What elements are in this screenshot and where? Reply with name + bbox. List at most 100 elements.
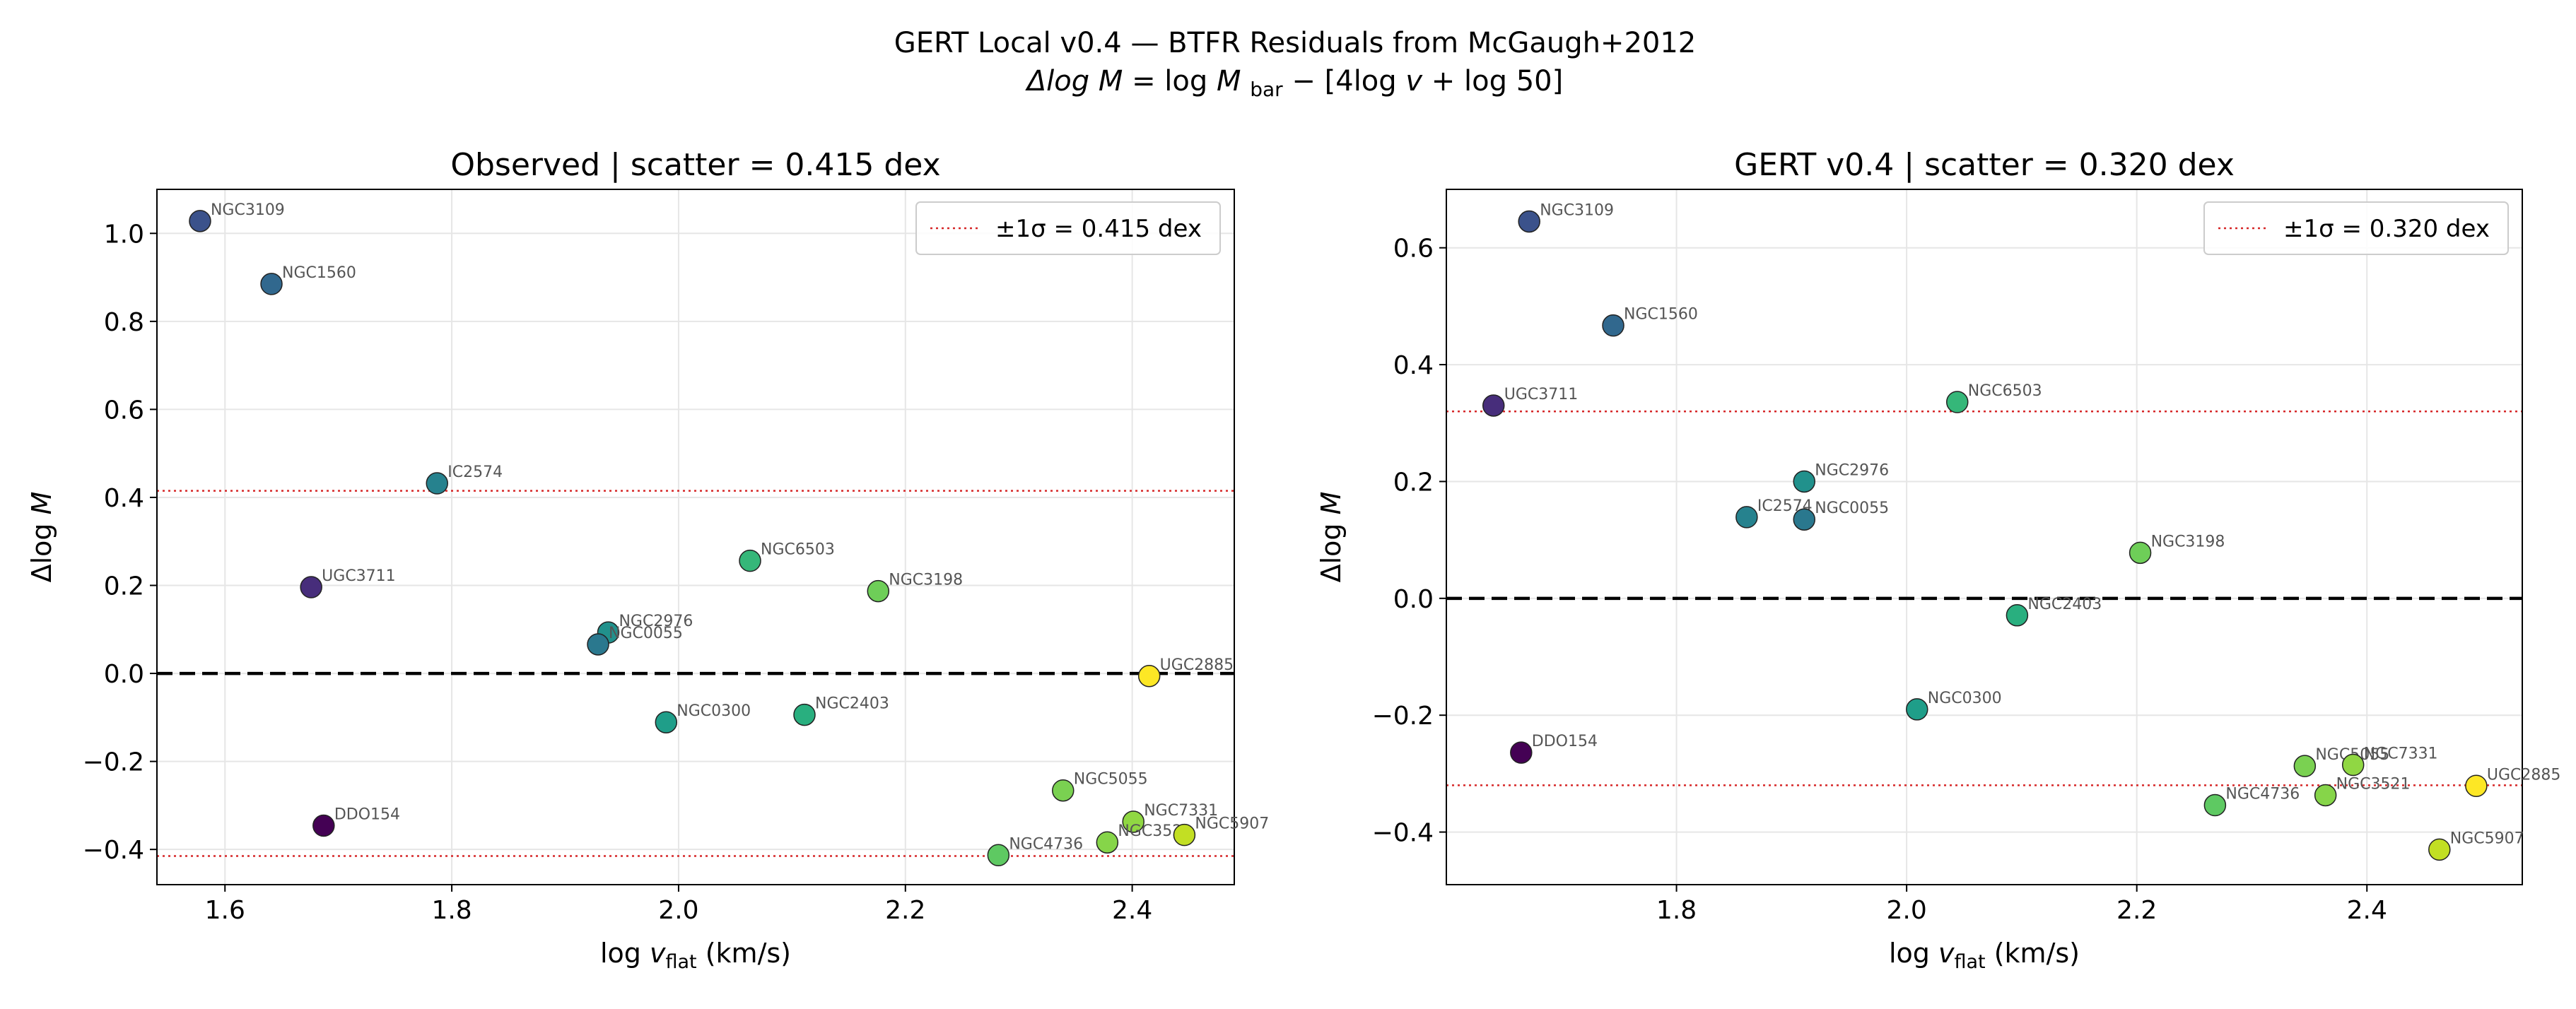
data-point	[1793, 470, 1815, 493]
data-point	[2341, 753, 2365, 777]
point-label: NGC7331	[2364, 745, 2438, 762]
data-point	[867, 579, 890, 603]
observed-chart: 1.6 1.8 2.0 2.2 2.4 −0.4 −0.2 0.0 0.2 0.4 0.6 0.8 1.…	[26, 147, 1269, 973]
data-point	[426, 472, 448, 495]
y-tick-label: −0.4	[83, 836, 144, 865]
point-label: NGC0300	[677, 702, 751, 720]
point-label: UGC2885	[2487, 766, 2561, 784]
formula-bracket: − [4log	[1292, 65, 1405, 98]
data-point	[2293, 755, 2317, 777]
data-point	[2006, 604, 2029, 627]
point-label: NGC1560	[1624, 306, 1698, 324]
data-point	[987, 844, 1010, 867]
x-tick-label: 1.8	[1656, 896, 1697, 925]
point-label: NGC5907	[1195, 815, 1269, 833]
point-label: NGC3198	[889, 572, 963, 589]
x-tick-label: 2.4	[2347, 896, 2387, 925]
data-point	[312, 814, 335, 837]
point-label: NGC7331	[1144, 802, 1218, 820]
data-point	[587, 633, 609, 656]
formula-bar-subscript: bar	[1250, 78, 1283, 101]
y-tick-label: 0.4	[1393, 351, 1434, 380]
figure-title-line2: Δlog M = log M bar − [4log v + log 50]	[1025, 65, 1563, 103]
point-label: NGC0300	[1928, 690, 2002, 707]
legend-box	[2203, 201, 2509, 255]
formula-log50: + log 50]	[1432, 65, 1563, 98]
data-point	[260, 273, 283, 295]
point-label: NGC2976	[1815, 461, 1889, 479]
point-label: NGC3109	[1540, 201, 1614, 219]
x-tick-label: 2.0	[1886, 896, 1926, 925]
data-point	[1096, 831, 1119, 854]
data-point	[1735, 506, 1758, 529]
point-label: UGC3711	[322, 567, 395, 585]
data-point	[2428, 838, 2451, 861]
point-label: NGC0055	[1815, 500, 1889, 517]
gert-chart: 1.8 2.0 2.2 2.4 −0.4 −0.2 0.0 0.2 0.4 0.6 NGC3109 N…	[1316, 147, 2560, 973]
y-tick-label: 0.2	[104, 572, 144, 601]
point-label: NGC3109	[211, 201, 285, 219]
point-label: IC2574	[447, 464, 503, 481]
figure-title-line1: GERT Local v0.4 — BTFR Residuals from Mc…	[894, 27, 1697, 59]
chart-title: GERT v0.4 | scatter = 0.320 dex	[1734, 147, 2235, 183]
point-label: NGC2403	[2027, 596, 2102, 613]
x-tick-label: 2.2	[885, 896, 925, 925]
data-point	[1173, 823, 1196, 846]
point-label: NGC5907	[2450, 830, 2524, 847]
point-label: NGC2403	[815, 695, 889, 713]
data-point	[1518, 210, 1540, 233]
y-tick-label: 0.8	[104, 308, 144, 337]
legend-box	[915, 201, 1221, 255]
y-tick-label: 1.0	[104, 220, 144, 249]
y-tick-label: 0.4	[104, 484, 144, 513]
point-label: NGC0055	[609, 625, 683, 642]
formula-v: v	[1405, 65, 1423, 98]
data-point	[1510, 741, 1533, 764]
x-axis-label: log vflat (km/s)	[600, 938, 791, 973]
point-label: UGC2885	[1160, 656, 1234, 674]
x-tick-label: 2.2	[2117, 896, 2157, 925]
point-label: NGC3198	[2151, 533, 2225, 550]
legend-label: ±1σ = 0.415 dex	[995, 215, 1202, 243]
point-label: NGC4736	[1009, 835, 1083, 853]
point-label: NGC6503	[761, 541, 835, 559]
formula-m: M	[1217, 65, 1241, 98]
data-point	[1793, 508, 1815, 531]
data-point	[1906, 698, 1928, 721]
y-tick-label: 0.0	[1393, 585, 1434, 614]
data-point	[2129, 541, 2152, 565]
chart-title: Observed | scatter = 0.415 dex	[450, 147, 940, 183]
axes-frame	[156, 189, 1235, 885]
y-tick-label: −0.2	[1372, 702, 1434, 731]
data-point	[2314, 784, 2337, 807]
axes-frame	[1446, 189, 2523, 885]
data-point	[1122, 810, 1144, 833]
x-tick-label: 1.6	[205, 896, 245, 925]
data-point	[793, 703, 816, 726]
x-axis-label: log vflat (km/s)	[1889, 938, 2080, 973]
x-tick-label: 2.4	[1112, 896, 1152, 925]
data-point	[655, 711, 678, 733]
data-point	[1137, 665, 1161, 688]
point-label: NGC2976	[619, 613, 693, 630]
data-point	[1945, 391, 1969, 413]
y-tick-label: 0.2	[1393, 468, 1434, 497]
point-label: NGC6503	[1968, 382, 2042, 400]
point-label: NGC5055	[1074, 771, 1148, 789]
legend-label: ±1σ = 0.320 dex	[2283, 215, 2490, 243]
data-point	[739, 549, 761, 572]
y-tick-label: 0.6	[104, 396, 144, 425]
point-label: NGC1560	[282, 264, 356, 282]
point-label: DDO154	[334, 806, 400, 824]
data-point	[2465, 774, 2488, 798]
point-label: NGC3521	[2336, 775, 2411, 793]
y-axis-label: Δlog M	[26, 492, 57, 583]
data-point	[189, 210, 211, 232]
x-tick-label: 2.0	[658, 896, 698, 925]
data-point	[1602, 314, 1624, 337]
y-tick-label: 0.6	[1393, 235, 1434, 264]
formula-delta-log-m: Δlog M	[1025, 65, 1123, 98]
data-point	[2203, 793, 2227, 817]
y-axis-label: Δlog M	[1316, 492, 1347, 583]
